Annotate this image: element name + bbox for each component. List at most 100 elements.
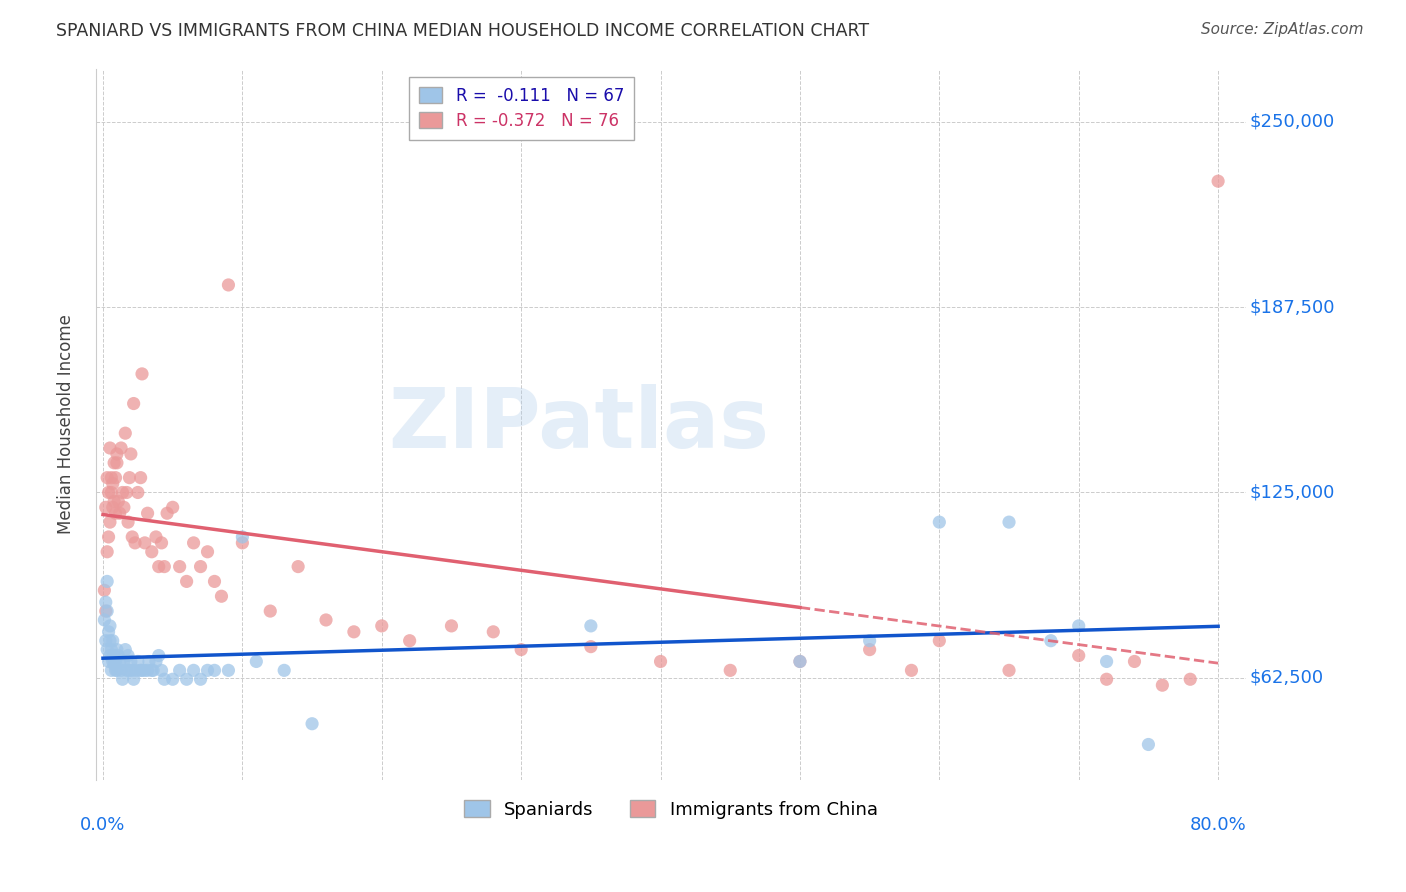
Point [110, 441, 132, 455]
Point [1180, 672, 1202, 686]
Point [131, 367, 153, 381]
Point [145, 530, 167, 544]
Point [1095, 672, 1118, 686]
Point [108, 506, 131, 520]
Point [97, 530, 120, 544]
Point [118, 470, 141, 484]
Point [169, 664, 191, 678]
Point [1152, 678, 1174, 692]
Point [114, 426, 136, 441]
Point [204, 664, 226, 678]
Point [94, 604, 117, 618]
Point [1095, 655, 1118, 669]
Point [231, 530, 253, 544]
Point [117, 648, 139, 663]
Point [100, 664, 122, 678]
Point [138, 655, 160, 669]
Text: ZIPatlas: ZIPatlas [388, 384, 769, 465]
Text: $187,500: $187,500 [1250, 298, 1334, 316]
Point [100, 470, 122, 484]
Point [343, 624, 366, 639]
Point [141, 545, 163, 559]
Text: Source: ZipAtlas.com: Source: ZipAtlas.com [1201, 22, 1364, 37]
Point [121, 664, 143, 678]
Point [398, 633, 420, 648]
Point [97, 624, 120, 639]
Point [315, 613, 337, 627]
Point [111, 485, 134, 500]
Point [156, 506, 179, 520]
Point [136, 506, 159, 520]
Point [117, 515, 139, 529]
Point [114, 642, 136, 657]
Point [129, 664, 152, 678]
Point [107, 494, 129, 508]
Point [96, 470, 118, 484]
Text: SPANIARD VS IMMIGRANTS FROM CHINA MEDIAN HOUSEHOLD INCOME CORRELATION CHART: SPANIARD VS IMMIGRANTS FROM CHINA MEDIAN… [56, 22, 869, 40]
Point [245, 655, 267, 669]
Point [217, 277, 239, 292]
Point [103, 494, 125, 508]
Point [579, 619, 602, 633]
Point [131, 664, 153, 678]
Point [96, 604, 118, 618]
Point [998, 515, 1021, 529]
Point [371, 619, 394, 633]
Point [211, 589, 233, 603]
Point [121, 530, 143, 544]
Point [176, 574, 198, 589]
Point [859, 633, 882, 648]
Point [127, 655, 149, 669]
Point [153, 559, 176, 574]
Point [94, 500, 117, 515]
Point [101, 476, 124, 491]
Point [100, 642, 122, 657]
Point [105, 642, 128, 657]
Point [127, 485, 149, 500]
Point [96, 545, 118, 559]
Point [440, 619, 463, 633]
Point [136, 664, 159, 678]
Point [231, 536, 253, 550]
Point [96, 642, 118, 657]
Point [98, 648, 121, 663]
Point [112, 655, 135, 669]
Text: $125,000: $125,000 [1250, 483, 1334, 501]
Point [150, 536, 173, 550]
Point [579, 640, 602, 654]
Point [98, 515, 121, 529]
Point [1039, 633, 1062, 648]
Point [510, 642, 533, 657]
Point [148, 559, 170, 574]
Point [125, 664, 148, 678]
Point [1067, 619, 1090, 633]
Point [104, 470, 127, 484]
Point [197, 664, 219, 678]
Point [1067, 648, 1090, 663]
Point [204, 574, 226, 589]
Point [101, 500, 124, 515]
Point [134, 536, 156, 550]
Point [110, 664, 132, 678]
Point [105, 447, 128, 461]
Point [120, 655, 142, 669]
Point [96, 574, 118, 589]
Point [150, 664, 173, 678]
Point [103, 648, 125, 663]
Text: $250,000: $250,000 [1250, 113, 1334, 131]
Point [97, 655, 120, 669]
Point [789, 655, 811, 669]
Point [190, 672, 212, 686]
Point [928, 633, 950, 648]
Point [101, 633, 124, 648]
Point [190, 559, 212, 574]
Point [118, 664, 141, 678]
Point [103, 456, 125, 470]
Point [287, 559, 309, 574]
Point [97, 485, 120, 500]
Point [718, 664, 741, 678]
Point [900, 664, 922, 678]
Point [145, 655, 167, 669]
Point [789, 655, 811, 669]
Point [153, 672, 176, 686]
